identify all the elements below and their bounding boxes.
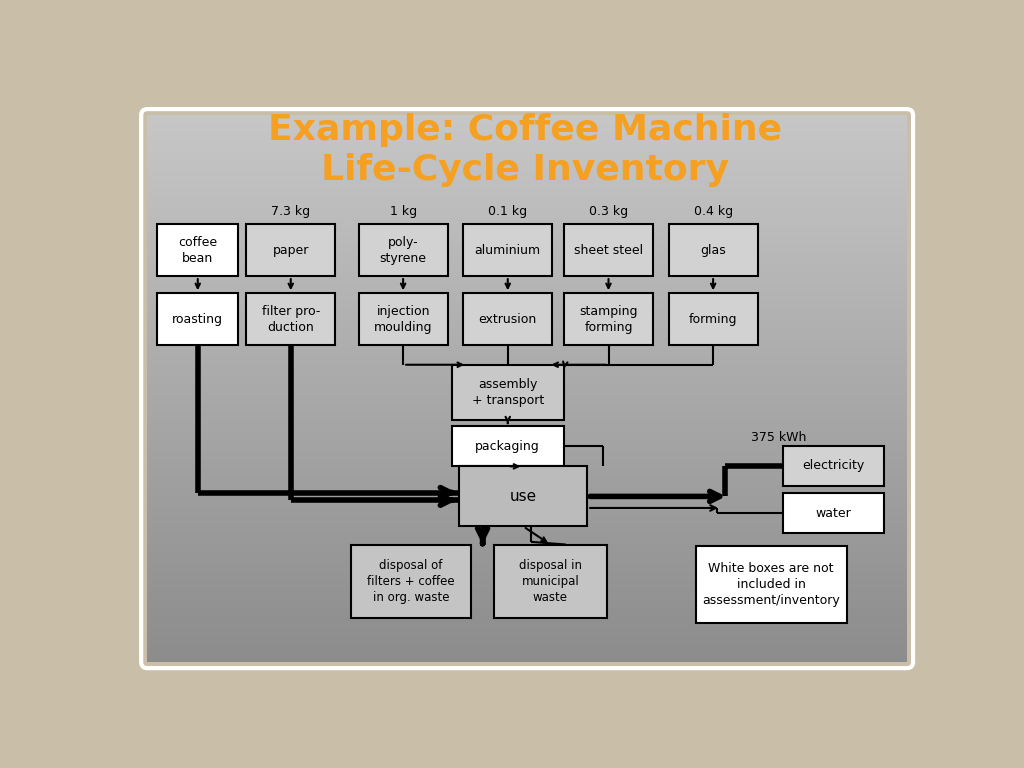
Text: disposal of
filters + coffee
in org. waste: disposal of filters + coffee in org. was…: [367, 558, 455, 604]
Text: glas: glas: [700, 243, 726, 257]
Bar: [452, 365, 564, 420]
Text: use: use: [510, 489, 537, 504]
Text: water: water: [815, 507, 851, 520]
Text: assembly
+ transport: assembly + transport: [472, 378, 544, 407]
Bar: [246, 293, 335, 346]
Text: filter pro-
duction: filter pro- duction: [261, 305, 319, 334]
Text: packaging: packaging: [475, 440, 540, 453]
Bar: [463, 293, 552, 346]
Bar: [452, 426, 564, 466]
Bar: [564, 293, 653, 346]
Bar: [463, 223, 552, 276]
Text: Example: Coffee Machine
Life-Cycle Inventory: Example: Coffee Machine Life-Cycle Inven…: [267, 113, 782, 187]
Bar: [495, 545, 606, 617]
Bar: [460, 466, 587, 526]
Text: paper: paper: [272, 243, 309, 257]
Text: disposal in
municipal
waste: disposal in municipal waste: [519, 558, 582, 604]
Bar: [157, 293, 239, 346]
Text: 1 kg: 1 kg: [389, 205, 417, 218]
Text: White boxes are not
included in
assessment/inventory: White boxes are not included in assessme…: [702, 562, 840, 607]
Text: stamping
forming: stamping forming: [580, 305, 638, 334]
Bar: [246, 223, 335, 276]
Bar: [669, 223, 758, 276]
Text: 0.4 kg: 0.4 kg: [693, 205, 733, 218]
Bar: [351, 545, 471, 617]
Bar: [358, 223, 447, 276]
Bar: [783, 445, 884, 485]
Text: aluminium: aluminium: [475, 243, 541, 257]
Bar: [669, 293, 758, 346]
Text: 0.3 kg: 0.3 kg: [589, 205, 628, 218]
Bar: [157, 223, 239, 276]
Text: sheet steel: sheet steel: [573, 243, 643, 257]
Bar: [358, 293, 447, 346]
Text: 375 kWh: 375 kWh: [752, 431, 807, 444]
Text: 7.3 kg: 7.3 kg: [271, 205, 310, 218]
Text: 0.1 kg: 0.1 kg: [488, 205, 527, 218]
Text: injection
moulding: injection moulding: [374, 305, 432, 334]
Bar: [564, 223, 653, 276]
Bar: [783, 493, 884, 533]
Text: forming: forming: [689, 313, 737, 326]
Text: coffee
bean: coffee bean: [178, 236, 217, 264]
Text: roasting: roasting: [172, 313, 223, 326]
Text: electricity: electricity: [802, 459, 864, 472]
Text: extrusion: extrusion: [478, 313, 537, 326]
Text: poly-
styrene: poly- styrene: [380, 236, 427, 264]
Bar: [695, 547, 847, 624]
